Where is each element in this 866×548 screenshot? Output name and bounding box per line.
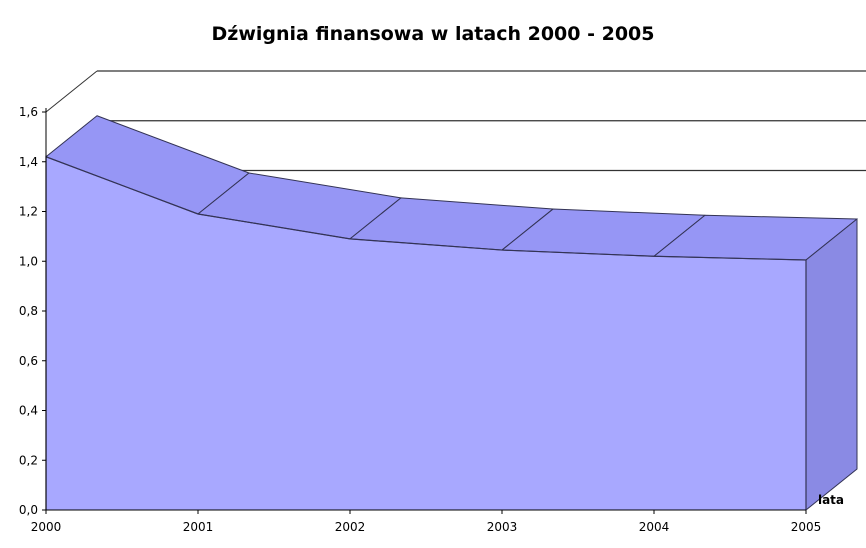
x-axis-label: lata <box>818 493 844 507</box>
chart-title: Dźwignia finansowa w latach 2000 - 2005 <box>212 23 655 45</box>
gridline-diagonal <box>45 70 98 113</box>
y-tick-label: 0,4 <box>19 404 38 418</box>
x-tick-label: 2003 <box>487 520 518 534</box>
area-layer <box>45 115 858 512</box>
y-tick-label: 0,2 <box>19 453 38 467</box>
tick-layer: 0,0 0,2 0,4 0,6 0,8 1,0 1,2 1,4 1,6 2000 2001 2002 2… <box>19 105 821 534</box>
x-tick-label: 2004 <box>639 520 670 534</box>
y-tick-label: 1,2 <box>19 205 38 219</box>
area-front-face <box>46 156 806 510</box>
y-tick-label: 1,6 <box>19 105 38 119</box>
y-tick-label: 0,8 <box>19 304 38 318</box>
area-side-face <box>805 217 858 512</box>
area-front-outline <box>45 155 807 510</box>
x-tick-label: 2001 <box>183 520 214 534</box>
y-tick-label: 1,0 <box>19 254 38 268</box>
y-tick-label: 0,6 <box>19 354 38 368</box>
y-tick-label: 0,0 <box>19 503 38 517</box>
x-tick-label: 2005 <box>791 520 822 534</box>
y-tick-label: 1,4 <box>19 155 38 169</box>
x-tick-label: 2000 <box>31 520 62 534</box>
x-tick-label: 2002 <box>335 520 366 534</box>
